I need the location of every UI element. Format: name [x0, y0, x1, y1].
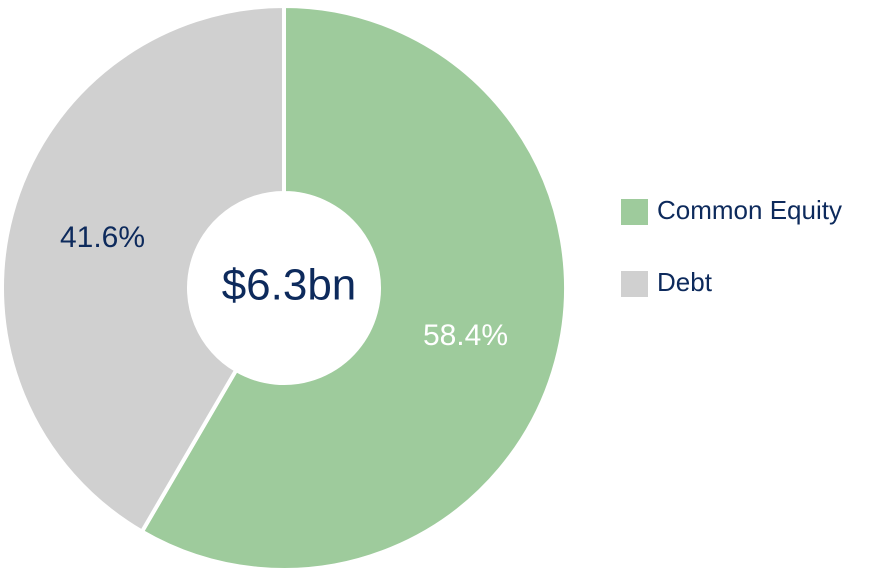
legend-label: Debt: [657, 267, 713, 297]
legend-label: Common Equity: [657, 195, 842, 225]
legend-swatch: [621, 199, 648, 225]
legend-swatch: [621, 271, 648, 297]
center-label: $6.3bn: [222, 261, 357, 310]
slice: [0, 3, 286, 535]
data-label: 58.4%: [423, 319, 508, 352]
data-label: 41.6%: [60, 221, 145, 254]
slice: [139, 3, 568, 572]
